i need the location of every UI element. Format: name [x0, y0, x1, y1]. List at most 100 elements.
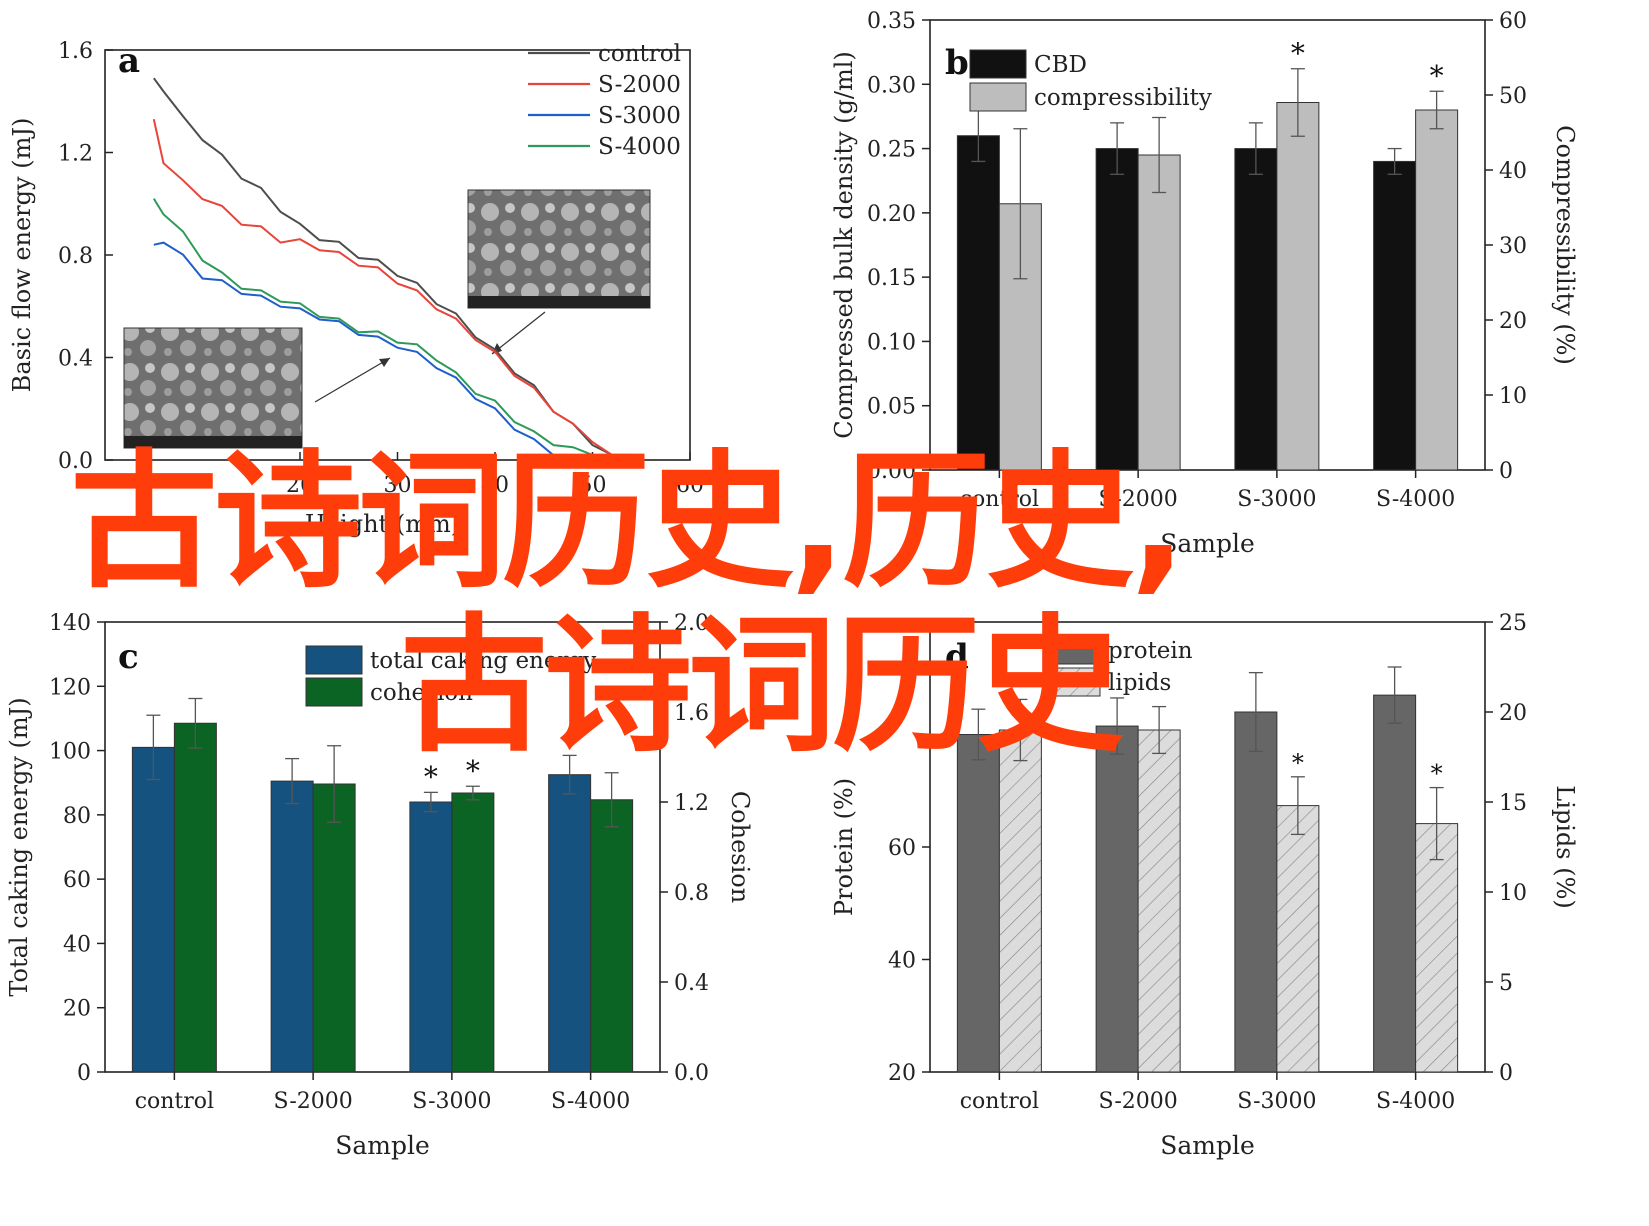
y-tick-label: 80 — [63, 804, 91, 829]
legend-swatch-lipids — [1043, 667, 1101, 697]
significance-star: * — [466, 754, 480, 787]
y-axis-label: Total caking energy (mJ) — [5, 697, 33, 996]
x-tick-label: control — [135, 1089, 214, 1114]
y2-axis-label: Compressibility (%) — [1551, 125, 1579, 365]
series-line-S-4000 — [152, 198, 593, 456]
y-tick-label: 0.35 — [867, 9, 916, 34]
bar-lipids — [998, 729, 1042, 1073]
legend-label-S-3000: S-3000 — [598, 103, 681, 129]
significance-star: * — [1431, 760, 1443, 788]
legend-swatch-total caking energy — [305, 645, 363, 675]
sem-image-scalebar — [468, 296, 650, 308]
y2-tick-label: 0 — [1499, 1061, 1513, 1086]
legend-label-lipids: lipids — [1108, 670, 1171, 696]
significance-star: * — [1430, 59, 1444, 92]
legend-label-CBD: CBD — [1034, 52, 1087, 78]
y2-tick-label: 10 — [1499, 881, 1527, 906]
bar-cohesion — [173, 722, 217, 1073]
x-tick-label: S-2000 — [273, 1089, 352, 1114]
legend-label-compressibility: compressibility — [1034, 85, 1212, 111]
y-axis-label: Protein (%) — [830, 778, 858, 916]
y-tick-label: 0.15 — [867, 266, 916, 291]
x-tick-label: S-3000 — [1237, 487, 1316, 512]
y2-tick-label: 50 — [1499, 84, 1527, 109]
x-tick-label: 40 — [481, 473, 509, 498]
y-tick-label: 1.6 — [58, 39, 93, 64]
panel-b: b 0.00 0.05 0.10 0.15 0.20 0.25 0.30 0.35 0 10 20 30… — [830, 9, 1579, 558]
panel-d: d 20 40 60 0 5 10 15 20 25 control S-2000 S-3000 S-40… — [830, 611, 1579, 1160]
y2-tick-label: 2.0 — [674, 611, 709, 636]
legend-label-protein: protein — [1108, 638, 1193, 664]
bar-CBD — [956, 135, 1000, 471]
y-axis-label: Basic flow energy (mJ) — [8, 118, 36, 393]
y-tick-label: 0.20 — [867, 202, 916, 227]
x-tick-label: 30 — [384, 473, 412, 498]
bar-compressibility — [1415, 109, 1459, 471]
x-axis-label: Height (mm) — [305, 510, 460, 538]
significance-star: * — [1291, 37, 1305, 70]
x-tick-label: control — [960, 487, 1039, 512]
panel-a: a 0.0 0.4 0.8 1.2 1.6 20 30 40 50 60 Height (mm) Bas… — [8, 39, 704, 538]
y2-tick-label: 5 — [1499, 971, 1513, 996]
legend-label-cohesion: cohesion — [370, 680, 473, 706]
inset-arrow — [314, 357, 391, 403]
inset-arrow — [491, 311, 546, 355]
y2-tick-label: 20 — [1499, 309, 1527, 334]
bar-total caking energy — [548, 774, 592, 1073]
y-tick-label: 1.2 — [58, 142, 93, 167]
bar-protein — [1234, 711, 1278, 1073]
legend-swatch-CBD — [969, 49, 1027, 79]
y-tick-label: 0.10 — [867, 330, 916, 355]
y-tick-label: 0.8 — [58, 244, 93, 269]
x-axis-label: Sample — [335, 1131, 430, 1160]
significance-star: * — [424, 760, 438, 793]
plot-frame-c — [104, 621, 661, 1073]
legend-label-control: control — [598, 41, 681, 67]
y2-tick-label: 0.4 — [674, 971, 709, 996]
legend-swatch-cohesion — [305, 677, 363, 707]
panel-letter-c: c — [118, 637, 139, 677]
bar-CBD — [1234, 148, 1278, 471]
legend-swatch-protein — [1043, 635, 1101, 665]
bar-total caking energy — [270, 780, 314, 1073]
y-tick-label: 40 — [63, 932, 91, 957]
x-axis-label: Sample — [1160, 529, 1255, 558]
y2-tick-label: 0 — [1499, 459, 1513, 484]
y-tick-label: 0.30 — [867, 73, 916, 98]
y2-tick-label: 60 — [1499, 9, 1527, 34]
bar-cohesion — [312, 783, 356, 1073]
panel-letter-a: a — [118, 41, 140, 81]
bar-lipids — [1137, 729, 1181, 1073]
bar-cohesion — [590, 799, 634, 1073]
x-tick-label: 50 — [579, 473, 607, 498]
y2-tick-label: 1.2 — [674, 791, 709, 816]
y2-tick-label: 25 — [1499, 611, 1527, 636]
y2-tick-label: 40 — [1499, 159, 1527, 184]
series-line-S-3000 — [153, 241, 583, 461]
bar-compressibility — [1137, 154, 1181, 471]
bar-protein — [1095, 725, 1139, 1073]
series-line-S-2000 — [152, 118, 613, 456]
y-tick-label: 0.25 — [867, 138, 916, 163]
y-tick-label: 20 — [63, 997, 91, 1022]
y2-tick-label: 1.6 — [674, 701, 709, 726]
bar-total caking energy — [409, 801, 453, 1073]
y-tick-label: 60 — [888, 836, 916, 861]
y2-axis-label: Lipids (%) — [1551, 785, 1579, 909]
bar-lipids — [1276, 805, 1320, 1073]
x-tick-label: S-2000 — [1098, 1089, 1177, 1114]
x-tick-label: S-3000 — [1237, 1089, 1316, 1114]
sem-image-inset — [467, 189, 651, 309]
x-tick-label: control — [960, 1089, 1039, 1114]
x-axis-label: Sample — [1160, 1131, 1255, 1160]
inset-arrow-head — [379, 358, 390, 367]
y-tick-label: 60 — [63, 868, 91, 893]
x-tick-label: S-4000 — [1376, 1089, 1455, 1114]
y2-tick-label: 0.8 — [674, 881, 709, 906]
sem-image-scalebar — [124, 436, 302, 448]
y2-axis-label: Cohesion — [726, 791, 754, 903]
legend-swatch-compressibility — [969, 82, 1027, 112]
bar-cohesion — [451, 792, 495, 1073]
panel-letter-d: d — [945, 637, 969, 677]
